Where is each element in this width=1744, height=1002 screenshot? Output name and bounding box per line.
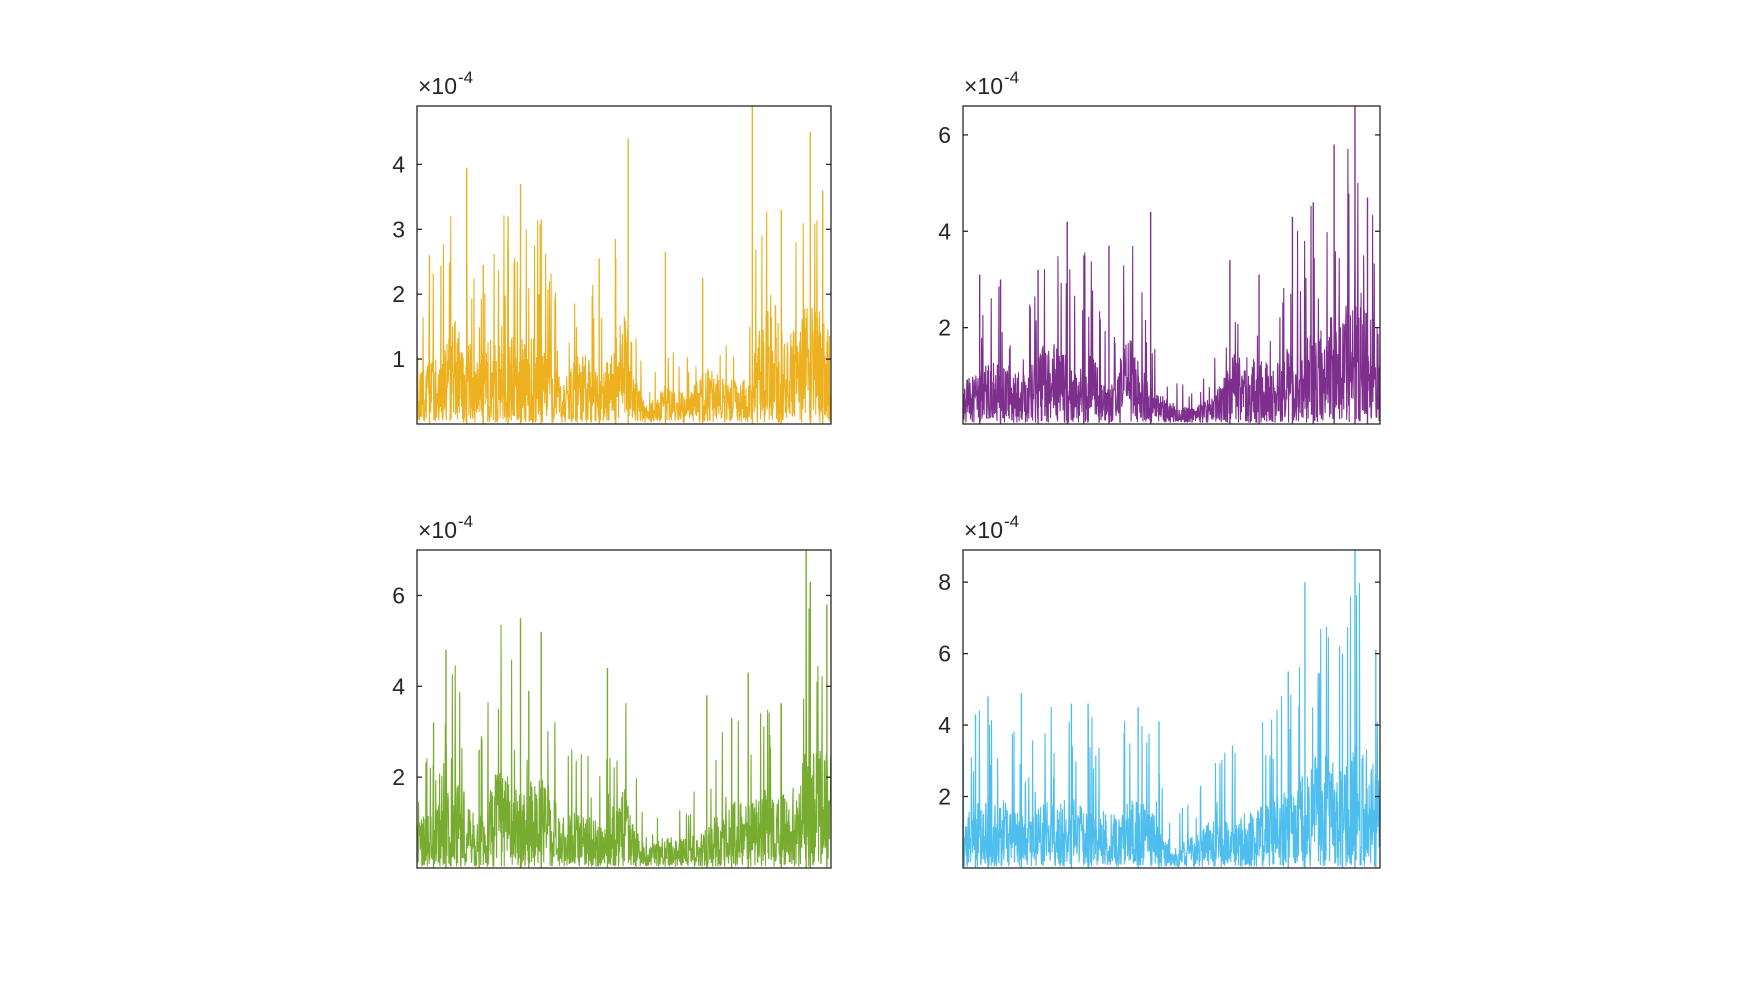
y-tick-label: 2 (392, 281, 405, 307)
y-tick-label: 8 (938, 569, 951, 595)
y-tick-label: 6 (938, 122, 951, 148)
exponent-power: -4 (458, 68, 473, 87)
axes-box (962, 549, 1381, 869)
exponent-label: ×10 (418, 517, 457, 543)
subplot-top-right: 2 4 6 ×10 -4 (938, 68, 1381, 425)
y-tick-label: 2 (938, 315, 951, 341)
subplot-bottom-right: 2 4 6 8 ×10 -4 (938, 512, 1381, 869)
exponent-power: -4 (1004, 512, 1019, 531)
axes-box (416, 549, 832, 869)
exponent-label: ×10 (418, 73, 457, 99)
signal-trace (963, 583, 1380, 868)
y-tick-label: 4 (392, 151, 405, 177)
exponent-label: ×10 (964, 517, 1003, 543)
y-tick-label: 6 (392, 582, 405, 608)
subplot-bottom-left: 2 4 6 ×10 -4 (392, 512, 832, 869)
axes-box (962, 105, 1381, 425)
exponent-label: ×10 (964, 73, 1003, 99)
y-tick-label: 2 (392, 764, 405, 790)
y-tick-label: 4 (938, 218, 951, 244)
y-tick-label: 3 (392, 216, 405, 242)
y-tick-label: 4 (392, 673, 405, 699)
subplot-top-left: 1 2 3 4 ×10 -4 (392, 68, 832, 425)
signal-trace (963, 148, 1380, 423)
y-tick-label: 1 (392, 346, 405, 372)
y-tick-label: 2 (938, 784, 951, 810)
signal-trace (417, 211, 831, 424)
y-tick-label: 4 (938, 712, 951, 738)
exponent-power: -4 (1004, 68, 1019, 87)
signal-trace (417, 608, 831, 868)
y-tick-label: 6 (938, 641, 951, 667)
exponent-power: -4 (458, 512, 473, 531)
axes-box (416, 105, 832, 425)
